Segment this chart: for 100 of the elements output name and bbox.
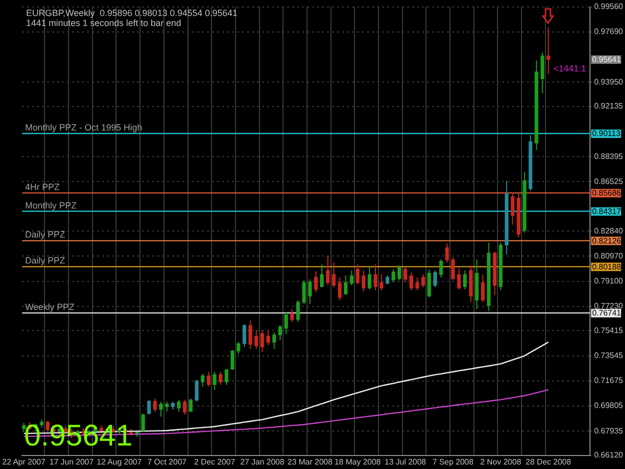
y-tick-label: 0.93950 xyxy=(594,77,624,86)
text: 1441 minutes 1 seconds left to bar end xyxy=(26,18,182,28)
ref-line-label: Daily PPZ xyxy=(25,256,66,266)
candlestick xyxy=(421,274,426,288)
chart-title: EURGBP,Weekly 0.95896 0.98013 0.94554 0.95641 xyxy=(26,8,238,18)
candlestick xyxy=(266,330,270,346)
x-tick-label: 7 Sep 2008 xyxy=(432,457,474,466)
y-tick-label: 0.82840 xyxy=(594,226,624,236)
x-tick-label: 23 Mar 2008 xyxy=(287,457,333,466)
ref-line-label: Weekly PPZ xyxy=(25,302,75,312)
y-tick-label: 0.86525 xyxy=(594,176,624,186)
candlestick xyxy=(433,270,437,288)
candlestick xyxy=(463,270,467,290)
text: 0.82126 xyxy=(592,236,622,246)
candlestick xyxy=(480,274,485,303)
y-tick-label: 0.66120 xyxy=(594,450,624,460)
candlestick xyxy=(248,320,252,350)
y-tick-label: 0.88395 xyxy=(594,152,624,161)
candlestick xyxy=(194,379,199,402)
text: 0.84317 xyxy=(592,206,622,216)
y-tick-label: 0.69805 xyxy=(594,401,624,410)
x-tick-label: 2 Dec 2007 xyxy=(194,457,236,466)
candlestick xyxy=(392,268,396,283)
candlestick xyxy=(415,276,420,291)
y-tick-label: 0.80970 xyxy=(594,251,624,260)
candlestick xyxy=(284,312,288,334)
ref-line-label: Daily PPZ xyxy=(25,230,66,240)
candlestick xyxy=(510,193,514,226)
candlestick xyxy=(451,256,455,281)
y-tick-label: 0.79100 xyxy=(594,276,624,286)
x-tick-label: 13 Jul 2008 xyxy=(384,457,427,466)
candlestick xyxy=(159,401,163,418)
y-tick-label: 0.77230 xyxy=(594,302,624,311)
candlestick xyxy=(176,399,181,412)
y-tick-label: 0.97690 xyxy=(594,27,624,36)
candlestick xyxy=(368,266,372,290)
text: <1441:1 xyxy=(553,63,586,74)
ref-line-label: Monthly PPZ - Oct 1995 High xyxy=(25,122,142,133)
candlestick xyxy=(153,398,157,412)
candlestick xyxy=(296,300,300,323)
candlestick xyxy=(212,371,216,390)
candlestick xyxy=(332,262,336,288)
text: 0.85686 xyxy=(592,188,622,198)
y-tick-label: 0.73545 xyxy=(594,350,624,360)
candlestick xyxy=(356,264,360,285)
candlestick xyxy=(398,264,402,281)
candlestick xyxy=(165,401,169,412)
candlestick xyxy=(290,308,294,323)
x-tick-label: 28 Dec 2008 xyxy=(526,457,572,466)
x-tick-label: 17 Jun 2007 xyxy=(50,457,94,466)
candlestick xyxy=(182,399,187,416)
candlestick xyxy=(302,280,306,305)
text: 0.76741 xyxy=(592,308,622,318)
x-tick-label: 27 Jan 2008 xyxy=(240,457,285,466)
y-tick-label: 0.92135 xyxy=(594,102,624,111)
y-tick-label: 0.75415 xyxy=(594,326,624,335)
x-tick-label: 12 Aug 2007 xyxy=(96,457,142,466)
x-tick-label: 2 Nov 2008 xyxy=(480,457,522,466)
candlestick xyxy=(272,332,276,350)
text: 0.95641 xyxy=(592,55,622,64)
candlestick xyxy=(320,264,324,288)
candlestick xyxy=(206,371,210,388)
candlestick xyxy=(218,371,222,386)
candlestick xyxy=(188,398,193,412)
ref-line-label: 4Hr PPZ xyxy=(25,182,60,192)
y-tick-label: 0.99560 xyxy=(594,2,624,12)
candlestick xyxy=(380,274,384,291)
y-tick-label: 0.71675 xyxy=(594,376,624,386)
candlestick xyxy=(344,274,348,295)
candlestick xyxy=(254,330,258,350)
text: 0.90113 xyxy=(592,129,621,138)
ref-line-label: Monthly PPZ xyxy=(25,200,78,210)
candlestick xyxy=(403,266,408,283)
candlestick xyxy=(457,268,461,290)
candlestick xyxy=(242,324,246,348)
x-tick-label: 22 Apr 2007 xyxy=(2,457,46,466)
candlestick xyxy=(314,270,318,293)
candlestick xyxy=(326,255,330,286)
candlestick xyxy=(260,330,264,352)
candlestick xyxy=(350,270,354,286)
y-tick-label: 0.67935 xyxy=(594,426,624,436)
candlestick xyxy=(230,349,234,370)
candlestick xyxy=(236,342,240,354)
candlestick xyxy=(141,413,145,432)
candlestick xyxy=(374,264,378,291)
candlestick xyxy=(338,276,342,301)
candlestick xyxy=(540,52,544,94)
candlestick xyxy=(439,258,443,278)
candlestick xyxy=(409,272,414,291)
candlestick xyxy=(308,278,312,305)
candlestick xyxy=(200,373,204,388)
candlestick xyxy=(147,399,151,416)
candlestick xyxy=(362,270,366,292)
x-tick-label: 7 Oct 2007 xyxy=(147,457,188,466)
candlestick xyxy=(278,324,282,341)
x-tick-label: 18 May 2008 xyxy=(334,457,382,466)
candlestick xyxy=(546,27,550,74)
candlestick xyxy=(224,368,228,386)
candlestick xyxy=(445,243,449,263)
text: 0.80188 xyxy=(592,262,622,272)
